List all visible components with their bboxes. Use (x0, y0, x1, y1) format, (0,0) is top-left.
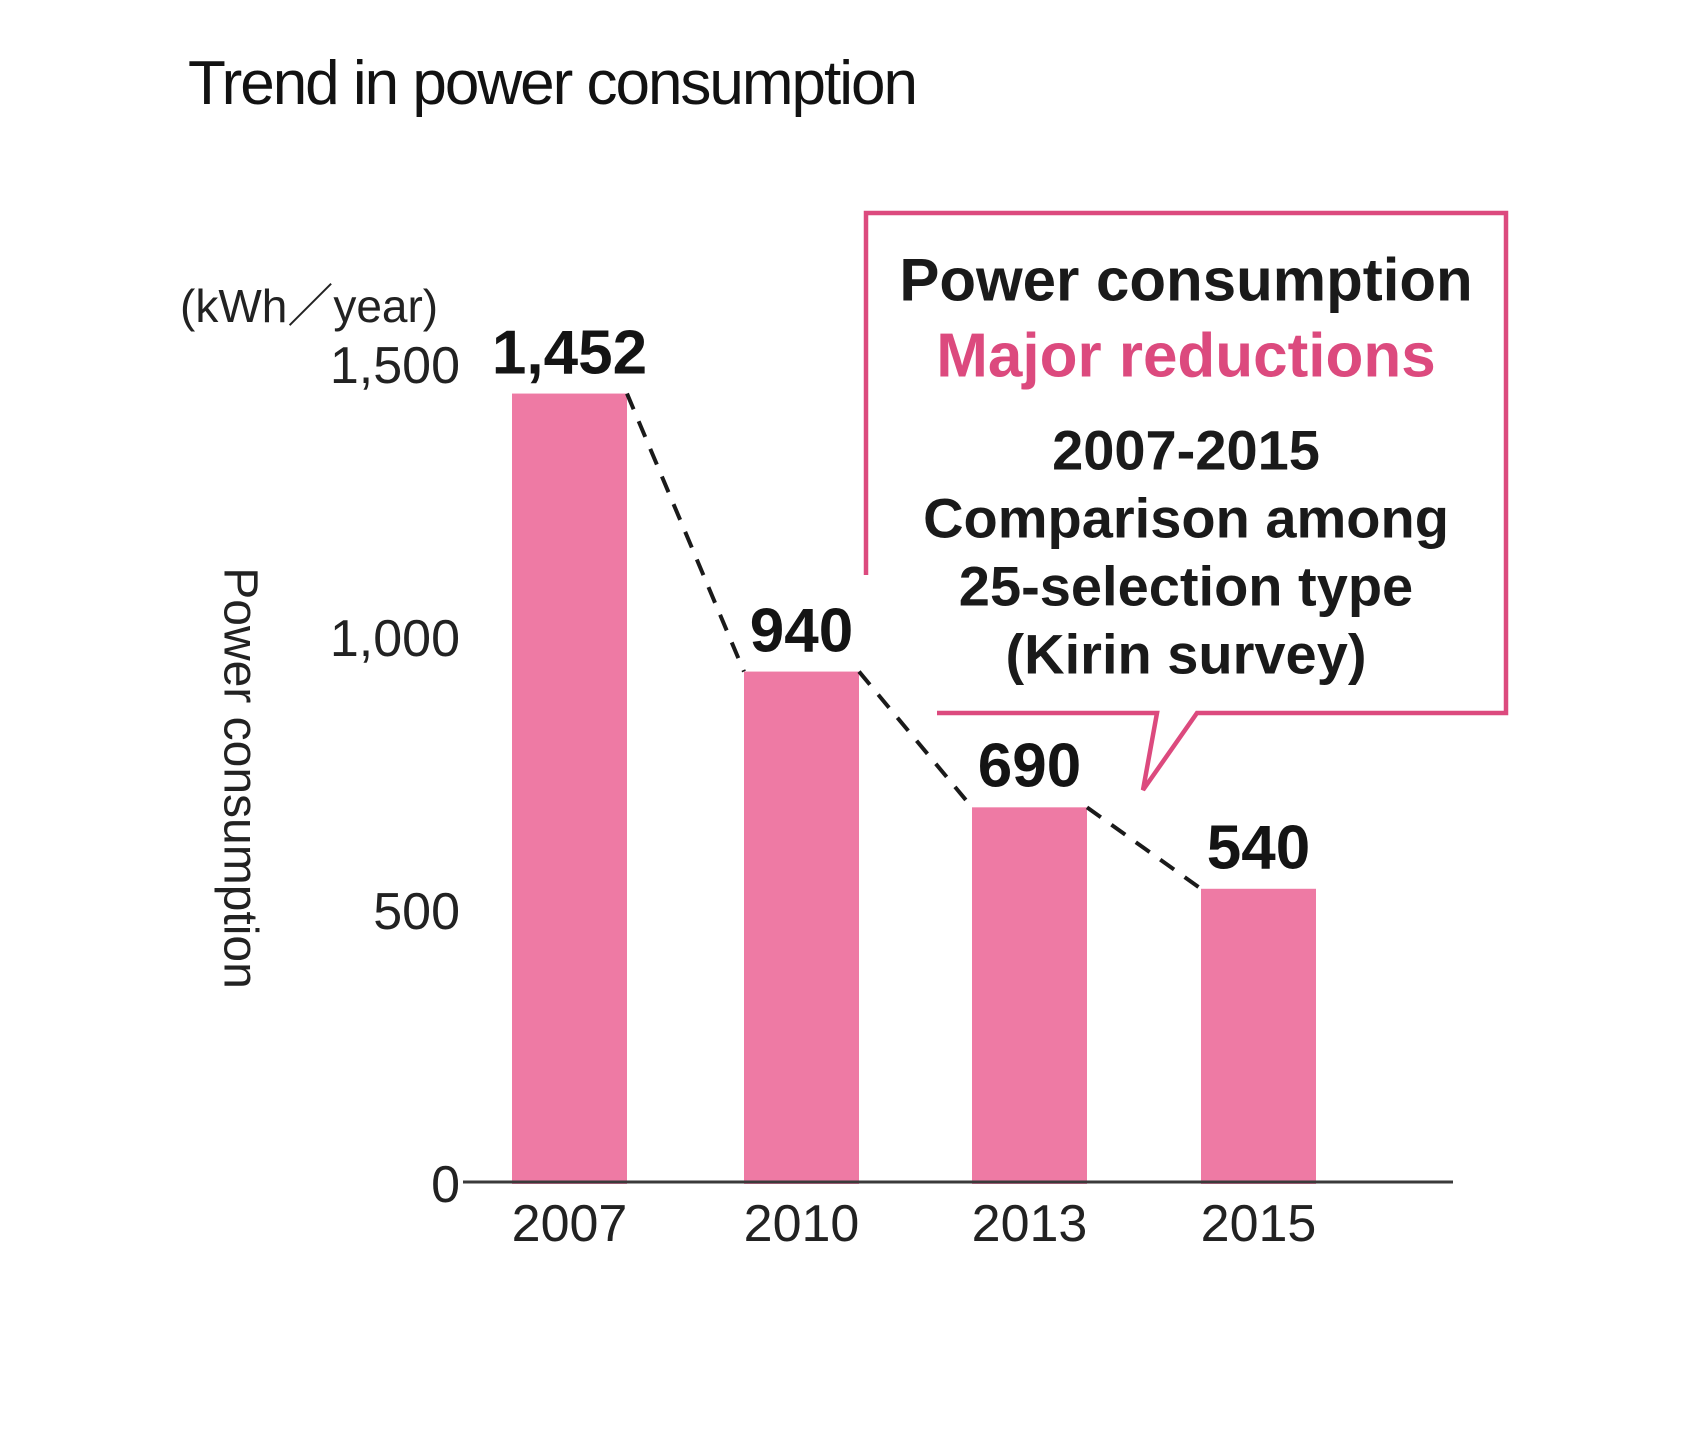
bar-2013 (972, 807, 1087, 1184)
callout-heading: Power consumption (899, 246, 1473, 314)
y-tick-label: 500 (373, 883, 460, 941)
callout-line: 2007-2015 (1052, 418, 1320, 482)
x-tick-label: 2013 (971, 1195, 1088, 1253)
bar-value-label: 940 (749, 596, 854, 666)
speech-bubble-outline (863, 210, 1509, 792)
y-tick-label: 1,500 (329, 337, 460, 395)
y-tick-label: 1,000 (329, 610, 460, 668)
dashed-connectors-layer (625, 392, 1203, 891)
speech-bubble-border (863, 210, 1509, 792)
bar-value-label: 690 (977, 731, 1082, 801)
callout-line: 25-selection type (958, 554, 1414, 618)
y-axis-unit-label: (kWh／year) (180, 280, 439, 332)
x-tick-label: 2007 (511, 1195, 628, 1253)
callout-line: (Kirin survey) (1005, 622, 1367, 686)
dashed-connector (857, 670, 974, 809)
bar-2007 (512, 393, 627, 1185)
callout-highlight: Major reductions (936, 321, 1436, 391)
page-title: Trend in power consumption (188, 49, 918, 118)
dashed-connector (625, 392, 746, 673)
callout-line: Comparison among (923, 486, 1449, 550)
bar-value-label: 540 (1206, 813, 1311, 883)
x-tick-label: 2010 (743, 1195, 860, 1253)
bars-layer (512, 393, 1316, 1185)
bar-value-label: 1,452 (491, 318, 648, 388)
dashed-connector (1085, 805, 1203, 891)
bar-2010 (744, 671, 859, 1184)
y-tick-label: 0 (431, 1156, 460, 1214)
bar-2015 (1201, 888, 1316, 1184)
x-tick-label: 2015 (1200, 1195, 1317, 1253)
